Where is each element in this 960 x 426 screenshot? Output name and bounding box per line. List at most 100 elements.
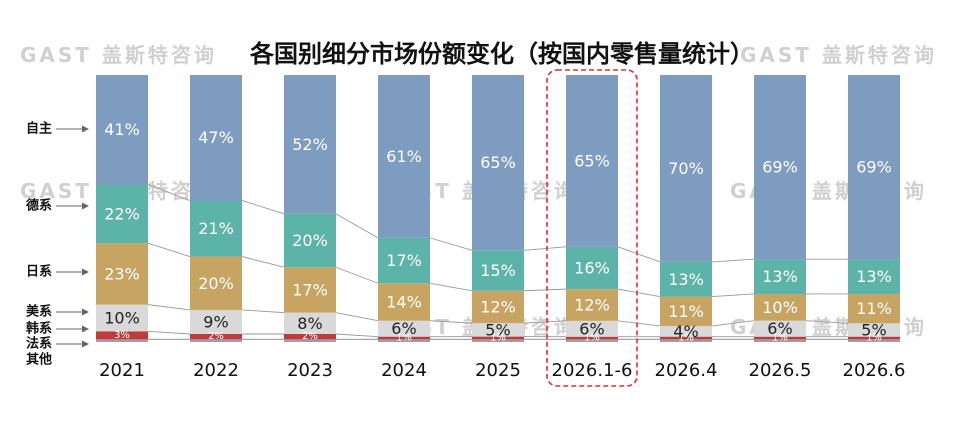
bar-segment-series-4 [284, 267, 336, 313]
bar-segment-series-6 [754, 75, 806, 260]
connector-line [241, 256, 285, 268]
data-label: 12% [480, 297, 516, 316]
bar-segment-series-2 [378, 336, 430, 340]
bar-segment-series-3 [96, 304, 148, 332]
connector-line [617, 246, 661, 263]
bar-segment-series-0 [848, 339, 900, 342]
bar-segment-series-2 [848, 336, 900, 340]
bar-segment-series-2 [754, 336, 806, 340]
connector-line [335, 266, 379, 284]
data-label: 16% [574, 258, 610, 277]
data-label: 47% [198, 128, 234, 147]
bars [96, 75, 900, 342]
x-tick-label: 2026.5 [749, 360, 812, 381]
connector-line [335, 333, 379, 338]
data-label: 65% [480, 153, 516, 172]
bar-segment-series-5 [754, 259, 806, 294]
bar-segment-series-0 [660, 339, 712, 342]
connector-line [523, 320, 567, 324]
data-label: 4% [673, 322, 698, 341]
data-label: 70% [668, 159, 704, 178]
data-label: 69% [856, 158, 892, 177]
connector-line [429, 320, 473, 324]
data-label: 1% [866, 332, 882, 343]
bar-segment-series-6 [660, 75, 712, 262]
bar-segment-series-3 [754, 320, 806, 337]
bar-segment-series-4 [378, 283, 430, 321]
data-label: 5% [861, 320, 886, 339]
data-label: 21% [198, 219, 234, 238]
bar-segment-series-5 [96, 184, 148, 244]
data-label: 20% [292, 231, 328, 250]
bar-segment-series-3 [660, 325, 712, 337]
bar-segment-series-0 [378, 339, 430, 342]
data-label: 13% [668, 270, 704, 289]
connector-line [335, 312, 379, 322]
connector-line [523, 246, 567, 251]
x-tick-label: 2026.6 [843, 360, 906, 381]
data-label: 52% [292, 135, 328, 154]
connector-line [429, 237, 473, 251]
bar-segment-series-3 [566, 320, 618, 337]
bar-segment-series-3 [190, 309, 242, 334]
category-label: 美系 [26, 304, 52, 320]
connector-line [429, 282, 473, 292]
bar-segment-series-5 [472, 250, 524, 291]
data-label: 5% [485, 320, 510, 339]
connector-line [147, 184, 191, 201]
data-label: 23% [104, 264, 140, 283]
data-label: 20% [198, 274, 234, 293]
arrow-head [82, 308, 89, 316]
highlight-box [546, 69, 638, 387]
bar-segment-series-3 [472, 323, 524, 337]
bar-segment-series-5 [660, 261, 712, 297]
bar-segment-series-2 [190, 333, 242, 340]
x-tick-label: 2026.4 [655, 360, 718, 381]
connector-line [147, 304, 191, 311]
data-label: 1% [490, 332, 506, 343]
bar-segment-series-2 [566, 336, 618, 340]
data-label: 61% [386, 147, 422, 166]
watermark-text: GAST 盖斯特咨询 [740, 43, 937, 67]
bar-segment-series-4 [566, 289, 618, 321]
data-label: 2% [208, 331, 224, 342]
bar-segment-series-5 [566, 246, 618, 290]
x-tick-label: 2022 [193, 360, 239, 381]
bar-segment-series-6 [96, 75, 148, 185]
connector-line [711, 320, 755, 327]
data-label: 10% [104, 308, 140, 327]
data-label: 11% [856, 299, 892, 318]
data-label: 1% [584, 333, 600, 344]
connector-line [335, 213, 379, 239]
arrow-head [82, 340, 89, 348]
data-label: 11% [668, 302, 704, 321]
bar-segment-series-4 [660, 296, 712, 326]
data-label: 13% [762, 267, 798, 286]
connector-line [147, 330, 191, 335]
data-label: 6% [579, 319, 604, 338]
bar-segment-series-0 [472, 339, 524, 342]
bar-segment-series-0 [96, 339, 148, 342]
bar-segment-series-3 [848, 323, 900, 337]
data-label: 6% [767, 319, 792, 338]
bar-segment-series-2 [660, 336, 712, 340]
bar-segment-series-5 [190, 200, 242, 257]
bar-segment-series-4 [96, 243, 148, 305]
x-tick-label: 2026.1-6 [552, 360, 633, 381]
x-tick-label: 2024 [381, 360, 427, 381]
data-label: 12% [574, 295, 610, 314]
data-label: 17% [386, 251, 422, 270]
data-label: 1% [772, 332, 788, 343]
data-label: 10% [762, 298, 798, 317]
arrow-head [82, 268, 89, 276]
data-label: 14% [386, 292, 422, 311]
bar-segment-series-0 [284, 339, 336, 342]
data-label: 15% [480, 261, 516, 280]
data-label: 1% [396, 332, 412, 343]
connector-line [147, 242, 191, 257]
bar-segment-series-2 [96, 331, 148, 340]
data-label: 17% [292, 280, 328, 299]
data-label: 13% [856, 267, 892, 286]
category-label: 韩系 [26, 321, 52, 337]
arrow-head [82, 125, 89, 133]
